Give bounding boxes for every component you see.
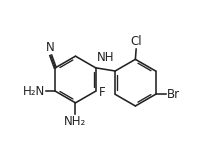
Text: Br: Br [167, 88, 180, 101]
Text: H₂N: H₂N [23, 85, 45, 98]
Text: F: F [98, 86, 105, 99]
Text: NH: NH [97, 51, 114, 64]
Text: N: N [46, 41, 55, 54]
Text: Cl: Cl [130, 35, 142, 48]
Text: NH₂: NH₂ [64, 115, 87, 128]
